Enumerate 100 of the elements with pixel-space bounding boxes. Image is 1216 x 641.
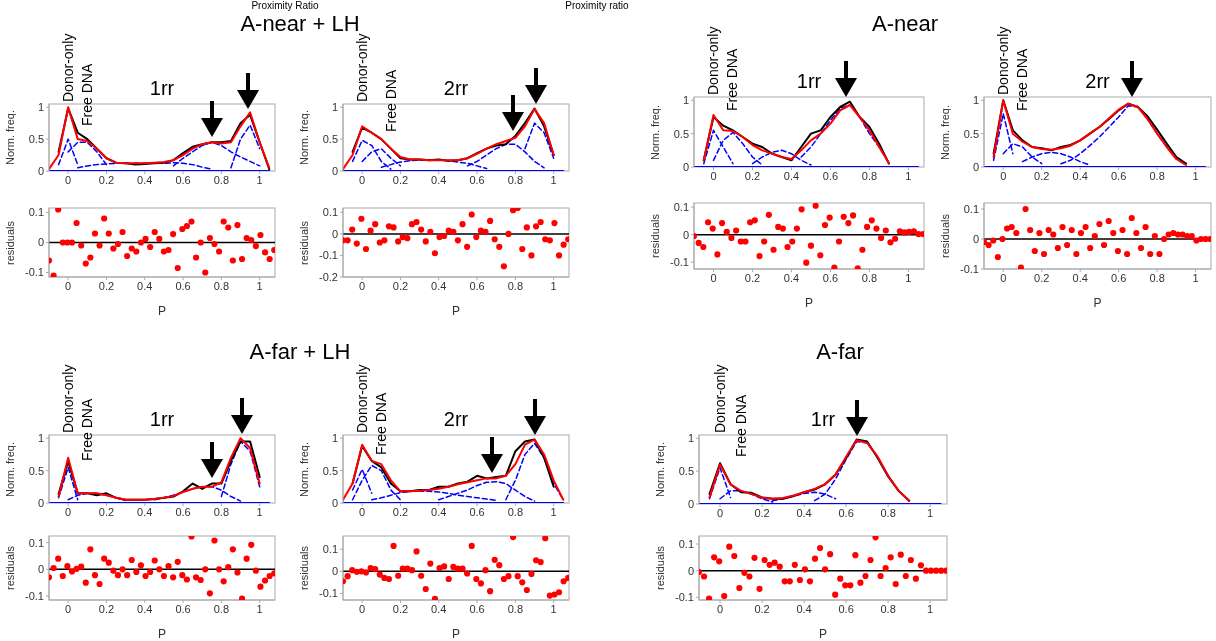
y-axis-title: residuals [3, 219, 17, 267]
x-tick-label: 1 [256, 173, 263, 186]
y-tick-label: -0.1 [960, 262, 979, 275]
text: A-far [815, 339, 865, 365]
x-tick-label: 0 [65, 602, 72, 615]
y-axis-title: residuals [297, 219, 311, 267]
x-tick-label: 0.6 [838, 602, 854, 615]
x-tick-label: 0.6 [1111, 271, 1127, 284]
x-tick-label: 0.4 [1072, 271, 1088, 284]
x-tick-label: 0.8 [213, 505, 230, 518]
x-tick-label: 0 [65, 505, 72, 518]
text: Donor-only [353, 363, 371, 433]
y-tick-label: 0 [687, 497, 694, 510]
x-tick-label: 0.2 [1034, 169, 1050, 182]
x-tick-label: 0.8 [213, 279, 230, 292]
y-tick-label: 0.1 [678, 537, 694, 550]
x-tick-label: 0.8 [507, 173, 524, 186]
x-tick-label: 0.2 [392, 602, 409, 615]
x-tick-label: 0.8 [213, 602, 230, 615]
y-tick-label: 0.5 [28, 133, 44, 145]
x-tick-label: 0.6 [469, 173, 485, 186]
chart-title: 1rr [810, 408, 836, 430]
x-tick-label: 0.4 [1072, 169, 1088, 182]
x-tick-label: 0.4 [137, 505, 153, 518]
text: Donor-only [353, 32, 371, 102]
y-tick-label: 0.5 [678, 465, 694, 478]
x-tick-label: 0.6 [175, 505, 191, 518]
x-tick-label: 1 [550, 505, 557, 518]
text: Donor-only [994, 25, 1012, 95]
text: Proximity ratio [564, 0, 630, 11]
x-tick-label: 0 [359, 505, 366, 518]
y-tick-label: 0 [331, 496, 338, 509]
x-tick-label: 0.2 [392, 505, 409, 518]
x-tick-label: 0 [1000, 169, 1007, 182]
x-tick-label: 0.2 [754, 506, 770, 519]
x-tick-label: 1 [927, 602, 934, 615]
x-tick-label: 0.2 [98, 279, 115, 292]
x-axis-title: P [818, 627, 828, 641]
x-tick-label: 0.4 [137, 602, 153, 615]
x-axis-title: P [1093, 296, 1102, 310]
text: A-near [871, 11, 939, 36]
x-tick-label: 0.6 [822, 271, 839, 284]
x-tick-label: 0.6 [838, 506, 854, 519]
x-tick-label: 1 [550, 279, 557, 292]
y-tick-label: 0.1 [28, 206, 44, 219]
chart-title: 1rr [149, 408, 175, 430]
x-tick-label: 0.2 [754, 602, 770, 615]
y-tick-label: -0.1 [319, 587, 338, 600]
text: Donor-only [59, 32, 77, 102]
chart-title: 1rr [796, 70, 822, 92]
x-tick-label: 0.6 [175, 173, 191, 186]
x-tick-label: 1 [905, 169, 912, 182]
y-tick-label: 0 [682, 160, 689, 173]
x-tick-label: 0.2 [392, 279, 409, 292]
y-tick-label: 0 [37, 563, 44, 576]
y-tick-label: 1 [687, 432, 694, 445]
x-tick-label: 0.8 [213, 173, 230, 186]
chart-title: 2rr [443, 77, 469, 99]
y-axis-title: Norm. freq. [3, 109, 17, 167]
y-tick-label: 0.5 [963, 127, 979, 140]
x-axis-title: P [804, 296, 814, 310]
y-axis-title: Norm. freq. [938, 103, 952, 162]
x-tick-label: 0 [65, 279, 72, 292]
x-tick-label: 0.2 [1034, 271, 1050, 284]
y-axis-title: residuals [3, 545, 17, 592]
x-tick-label: 0.4 [783, 169, 800, 182]
x-tick-label: 0 [710, 169, 717, 182]
y-tick-label: 0 [682, 228, 689, 241]
x-axis-title: P [157, 627, 167, 641]
y-tick-label: 0.1 [673, 201, 689, 214]
y-tick-label: -0.1 [319, 249, 338, 262]
x-tick-label: 0 [359, 602, 366, 615]
y-tick-label: 0 [972, 160, 979, 173]
x-tick-label: 0 [716, 506, 724, 519]
y-axis-title: Norm. freq. [297, 109, 311, 167]
x-tick-label: 0.6 [175, 279, 191, 292]
y-tick-label: 1 [37, 432, 44, 445]
y-tick-label: 0.1 [28, 536, 44, 549]
x-tick-label: 0.2 [98, 602, 115, 615]
x-tick-label: 0.4 [137, 279, 153, 292]
y-tick-label: -0.1 [25, 266, 44, 279]
text: Proximity Ratio [250, 0, 320, 11]
x-tick-label: 1 [927, 506, 934, 519]
x-tick-label: 1 [256, 279, 263, 292]
y-tick-label: 0 [331, 565, 338, 578]
x-tick-label: 0.2 [98, 505, 115, 518]
y-axis-title: residuals [648, 213, 662, 260]
text: Donor-only [711, 363, 729, 433]
y-tick-label: 0.5 [28, 464, 44, 477]
y-tick-label: 0.5 [322, 464, 338, 477]
y-tick-label: 0.1 [963, 202, 979, 215]
text: Donor-only [704, 25, 722, 95]
y-tick-label: 0.5 [322, 133, 338, 145]
x-tick-label: 0.2 [392, 173, 409, 186]
y-tick-label: 1 [331, 432, 338, 445]
y-tick-label: 1 [972, 94, 979, 107]
y-tick-label: -0.1 [25, 589, 44, 602]
x-tick-label: 0.6 [469, 279, 485, 292]
x-tick-label: 1 [905, 271, 912, 284]
text: A-far + LH [248, 339, 352, 365]
